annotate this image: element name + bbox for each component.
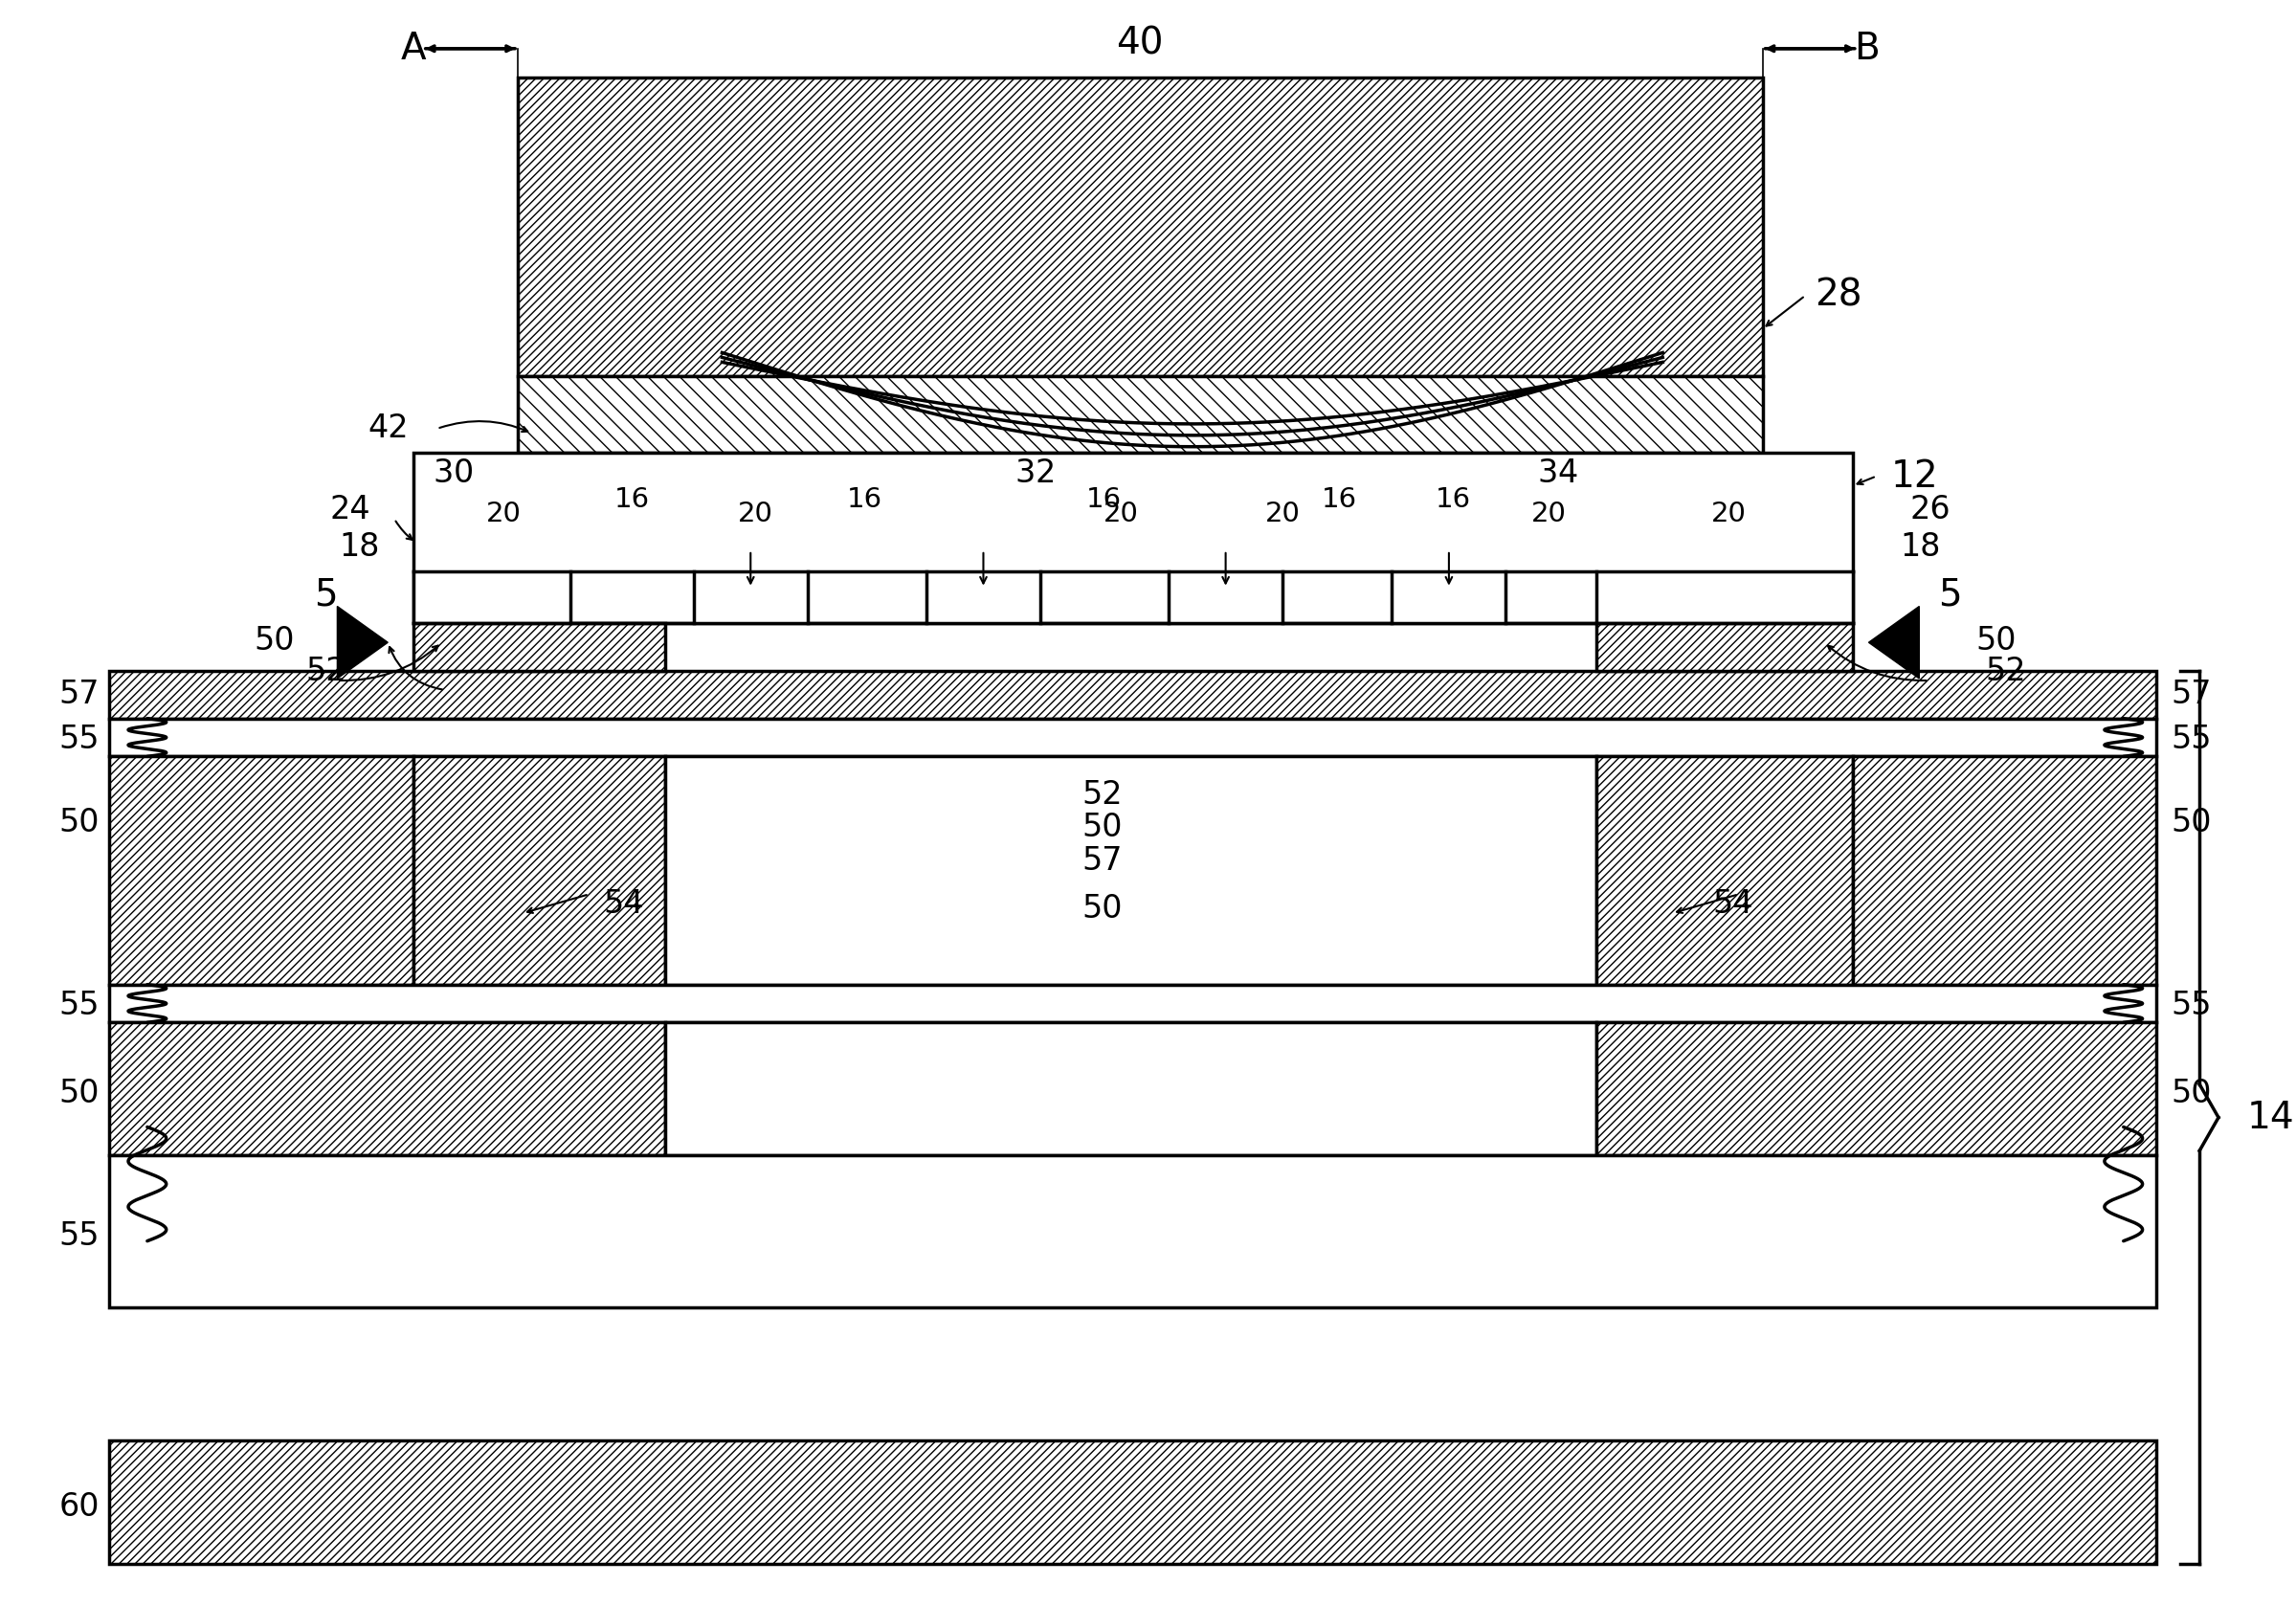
Bar <box>413 756 666 984</box>
Text: 26: 26 <box>1910 493 1952 525</box>
Bar <box>693 572 808 623</box>
Bar <box>413 572 569 623</box>
Text: $\overline{30}$: $\overline{30}$ <box>432 454 475 490</box>
Text: 50: 50 <box>2172 808 2211 838</box>
Text: 42: 42 <box>367 413 409 445</box>
Text: $\overline{34}$: $\overline{34}$ <box>1536 454 1580 490</box>
Polygon shape <box>1869 607 1919 678</box>
Bar <box>1169 572 1283 623</box>
Bar <box>1596 572 1853 623</box>
Bar <box>110 1441 2156 1564</box>
Bar <box>110 756 413 984</box>
Text: 55: 55 <box>60 1221 99 1253</box>
Text: B: B <box>1855 31 1880 67</box>
Text: 20: 20 <box>737 501 774 527</box>
Bar <box>1853 756 2156 984</box>
Polygon shape <box>338 607 388 678</box>
Text: $\overline{32}$: $\overline{32}$ <box>1015 454 1056 490</box>
Text: 55: 55 <box>60 724 99 755</box>
Text: 50: 50 <box>1081 813 1123 843</box>
Text: 16: 16 <box>613 487 650 514</box>
Text: 28: 28 <box>1814 278 1862 313</box>
Text: 55: 55 <box>2172 989 2211 1021</box>
Text: 55: 55 <box>60 989 99 1021</box>
Text: 50: 50 <box>60 1078 99 1110</box>
Text: 5: 5 <box>1938 577 1961 613</box>
Text: 50: 50 <box>255 625 294 657</box>
Bar <box>110 718 2156 756</box>
Text: 57: 57 <box>60 679 99 710</box>
Text: 55: 55 <box>2172 724 2211 755</box>
Bar <box>110 1155 2156 1307</box>
Text: 16: 16 <box>1435 487 1472 514</box>
Text: 50: 50 <box>60 808 99 838</box>
Bar <box>110 1023 666 1155</box>
Bar <box>1596 756 1853 984</box>
Text: 24: 24 <box>331 493 370 525</box>
Text: 20: 20 <box>487 501 521 527</box>
Text: A: A <box>400 31 427 67</box>
Text: 50: 50 <box>2172 1078 2211 1110</box>
Text: 20: 20 <box>1104 501 1139 527</box>
Text: 14: 14 <box>2248 1100 2294 1135</box>
Text: 40: 40 <box>1116 26 1164 63</box>
Bar <box>519 77 1763 376</box>
Text: 60: 60 <box>60 1492 99 1522</box>
Text: 18: 18 <box>1901 532 1940 564</box>
Text: 16: 16 <box>847 487 882 514</box>
Bar <box>519 376 1763 453</box>
Text: 52: 52 <box>1081 779 1123 811</box>
Bar <box>110 984 2156 1023</box>
Text: 5: 5 <box>315 577 338 613</box>
Bar <box>413 623 666 671</box>
Bar <box>110 671 2156 718</box>
Bar <box>666 756 1596 984</box>
Text: 20: 20 <box>1711 501 1747 527</box>
Text: 16: 16 <box>1086 487 1123 514</box>
Text: 16: 16 <box>1322 487 1357 514</box>
Bar <box>413 453 1853 623</box>
Bar <box>666 1023 1596 1155</box>
Text: 50: 50 <box>1081 893 1123 925</box>
Text: 57: 57 <box>2172 679 2211 710</box>
Text: 20: 20 <box>1531 501 1566 527</box>
Bar <box>1596 1023 2156 1155</box>
Text: 50: 50 <box>1977 625 2016 657</box>
Text: 54: 54 <box>1713 888 1752 920</box>
Text: 57: 57 <box>1081 845 1123 877</box>
Bar <box>925 572 1040 623</box>
Text: 20: 20 <box>1265 501 1300 527</box>
Text: 54: 54 <box>604 888 643 920</box>
Text: 52: 52 <box>1986 655 2027 687</box>
Text: 18: 18 <box>340 532 381 564</box>
Bar <box>1391 572 1506 623</box>
Text: 52: 52 <box>305 655 347 687</box>
Bar <box>1596 623 1853 671</box>
Text: 12: 12 <box>1890 458 1938 495</box>
